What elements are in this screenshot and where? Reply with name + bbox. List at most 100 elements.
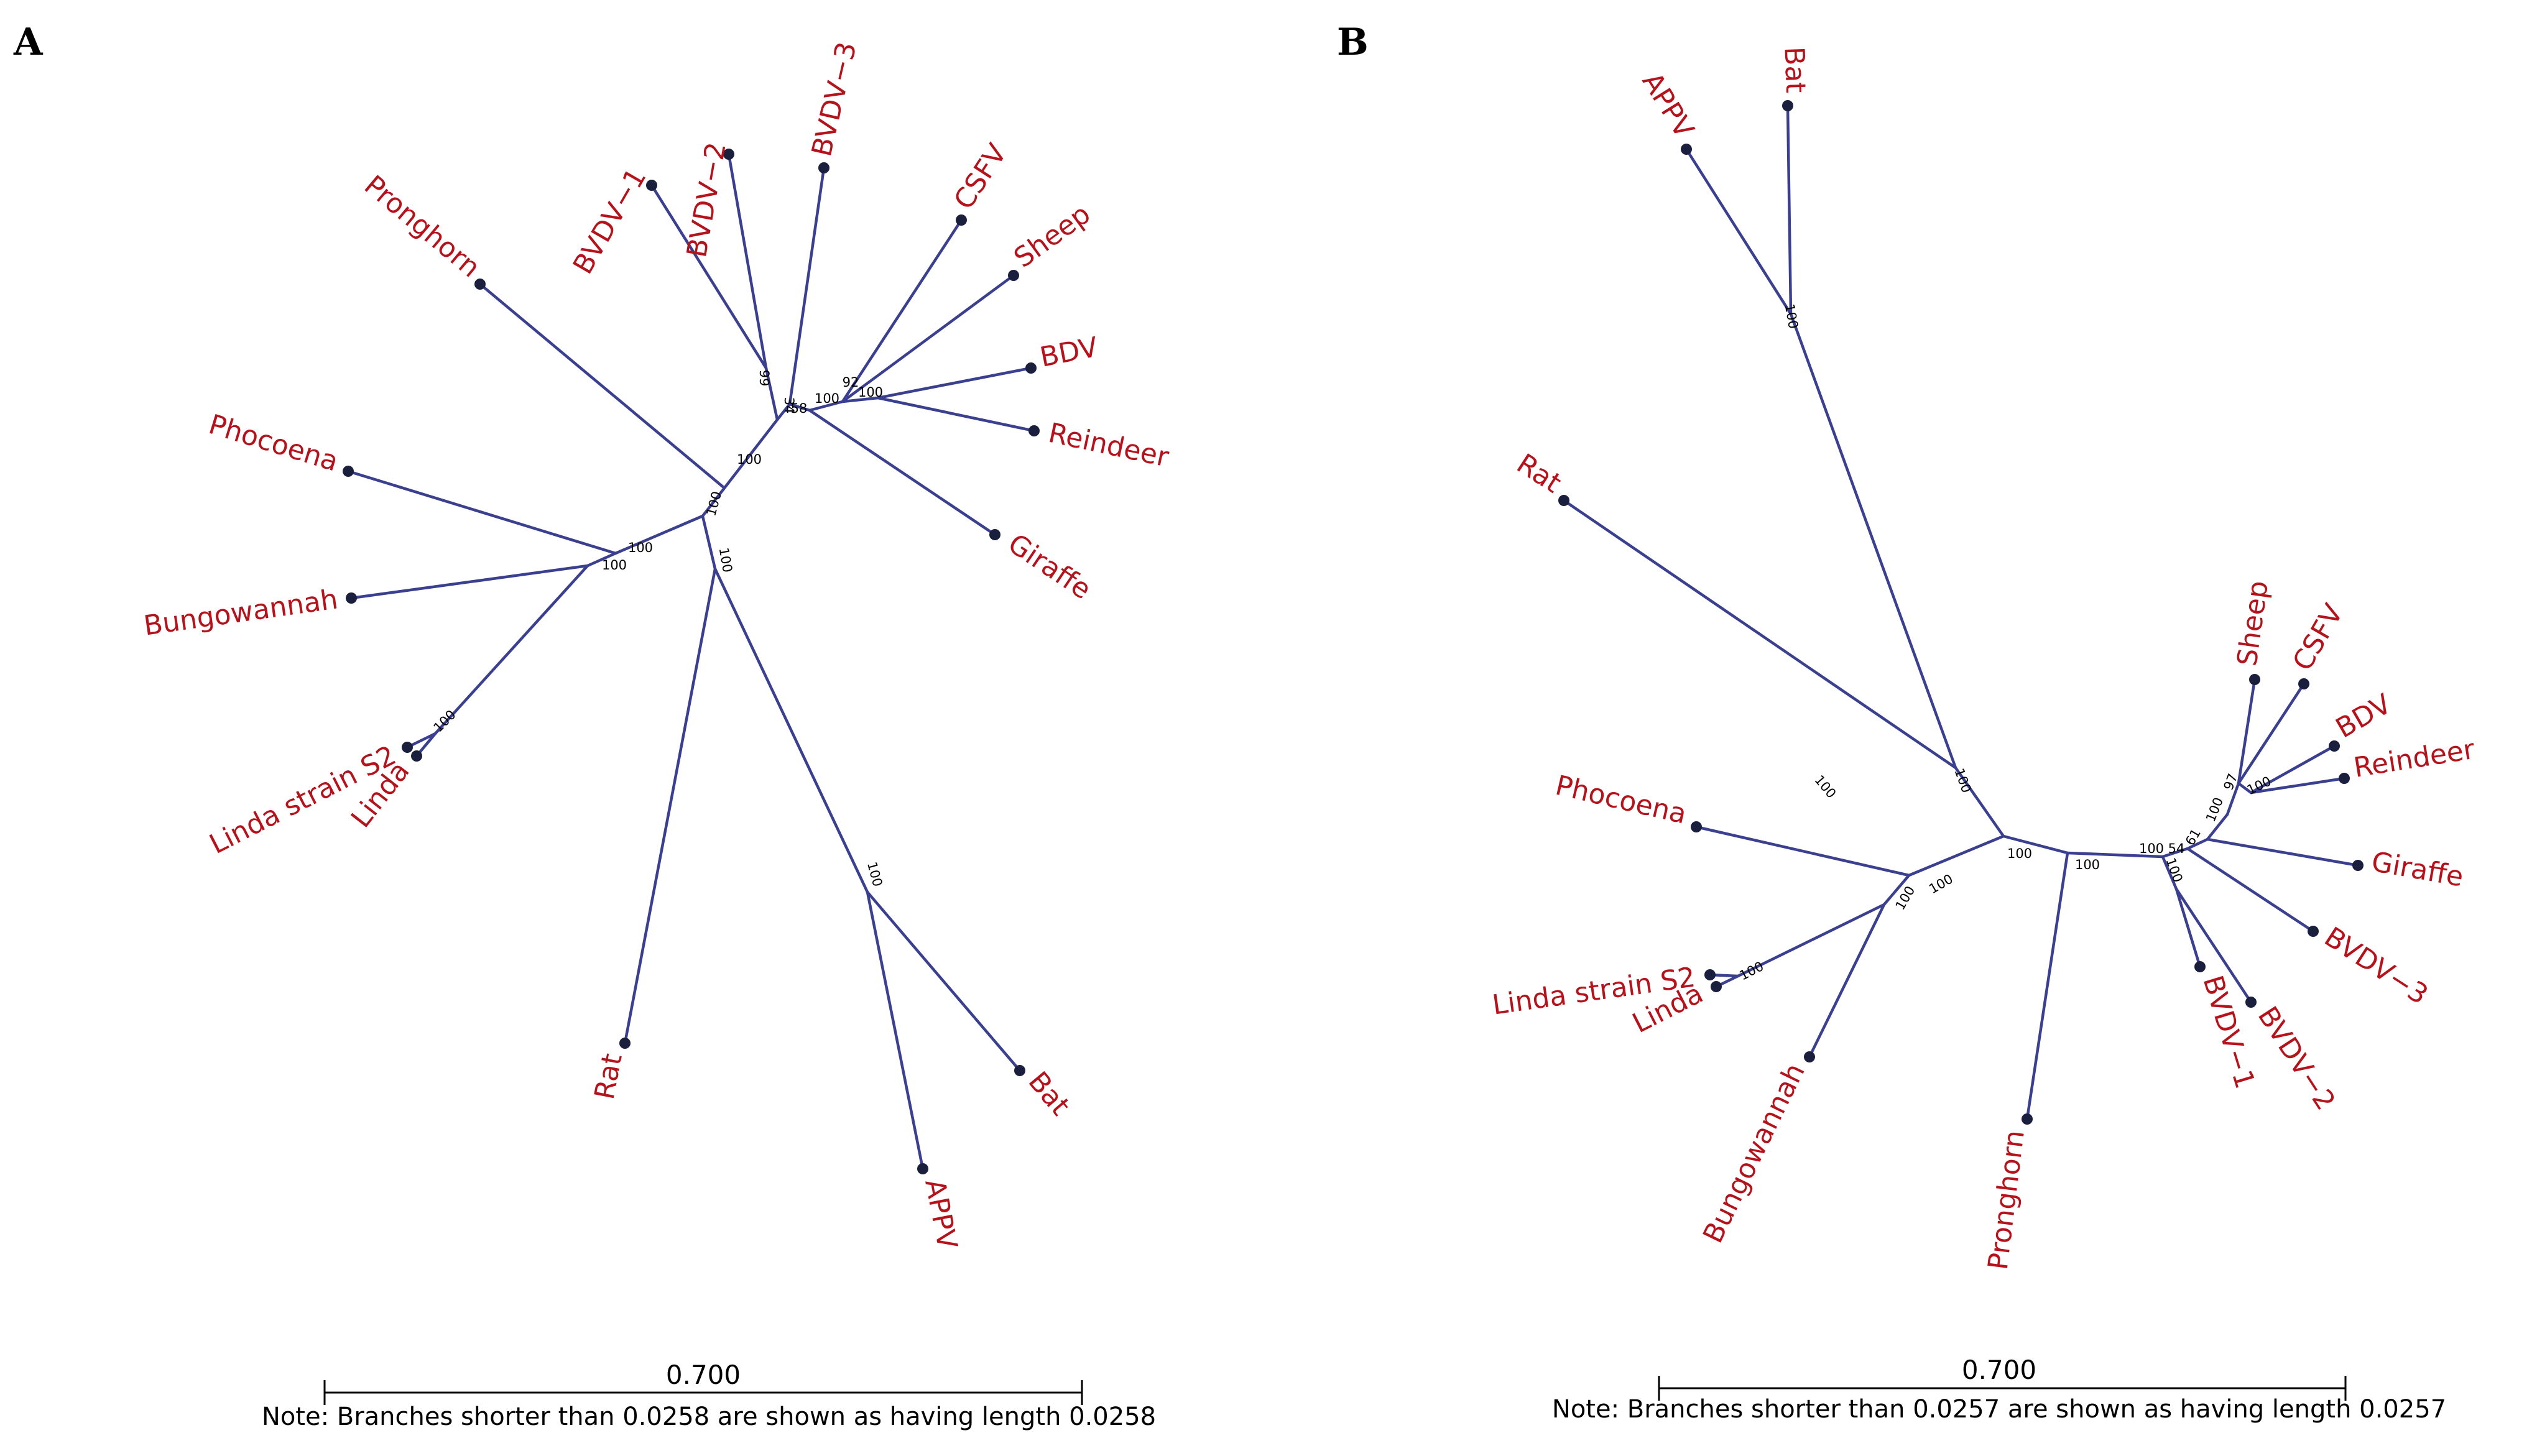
branch — [2174, 887, 2253, 1004]
taxon-label: Rat — [1511, 448, 1567, 499]
leaf-node — [646, 180, 657, 191]
branch — [876, 396, 1036, 433]
branch — [713, 567, 869, 894]
scale-bar — [323, 1380, 1083, 1405]
taxon-label: BVDV−3 — [806, 39, 863, 160]
branch — [701, 486, 726, 518]
support-value: 58 — [791, 401, 808, 416]
branch — [349, 564, 589, 600]
support-value: 100 — [815, 391, 839, 406]
taxon-label: BVDV−3 — [2319, 921, 2434, 1011]
support-value: 61 — [2183, 826, 2204, 848]
panel-b: B — [1337, 21, 2477, 1424]
branch — [866, 890, 1022, 1072]
taxon-label: Giraffe — [2369, 846, 2465, 893]
support-value: 100 — [1737, 959, 1767, 984]
leaf-node — [1008, 270, 1019, 281]
leaf-node — [2308, 926, 2319, 937]
branch — [808, 400, 844, 412]
leaf-node — [1558, 495, 1569, 506]
support-value: 100 — [1926, 872, 1956, 897]
leaf-node — [917, 1163, 928, 1174]
support-value: 99 — [757, 370, 772, 387]
leaf-node — [2352, 860, 2364, 871]
branch — [2186, 837, 2209, 850]
panel-b-taxon-labels: APPV Bat Rat Sheep CSFV BDV Reindeer Gir… — [1490, 46, 2477, 1271]
panel-a: A — [13, 21, 1172, 1431]
branch — [723, 418, 779, 490]
taxon-label: Reindeer — [2352, 734, 2477, 784]
branch — [727, 152, 768, 370]
branch — [764, 366, 779, 422]
leaf-node — [2245, 997, 2257, 1008]
branch — [1694, 825, 1911, 877]
taxon-label: Phocoena — [1553, 770, 1689, 831]
support-value: 100 — [602, 558, 627, 573]
branch — [2206, 837, 2360, 867]
leaf-node — [1782, 100, 1793, 111]
branch — [2174, 887, 2202, 969]
support-value: 100 — [2245, 773, 2273, 798]
panel-b-scale-bar: 0.700 Note: Branches shorter than 0.0257… — [1552, 1355, 2446, 1424]
taxon-label: BVDV−2 — [681, 140, 732, 260]
leaf-node — [619, 1038, 631, 1049]
panel-a-support-values: 99 34 58 100 92 100 100 100 100 100 100 … — [430, 370, 885, 888]
taxon-label: Bungowannah — [1697, 1058, 1811, 1248]
support-value: 100 — [628, 540, 653, 555]
branch — [876, 366, 1033, 400]
branch — [2249, 744, 2336, 795]
taxon-label: Bungowannah — [142, 583, 340, 642]
branch-length-note: Note: Branches shorter than 0.0258 are s… — [262, 1403, 1156, 1431]
support-value: 100 — [1893, 883, 1918, 913]
taxon-label: Pronghorn — [358, 169, 486, 283]
taxon-label: Reindeer — [1046, 417, 1172, 474]
branch — [2161, 847, 2189, 859]
leaf-node — [1681, 144, 1692, 155]
support-value: 100 — [737, 452, 762, 467]
leaf-node — [2298, 678, 2309, 689]
leaf-node — [411, 750, 422, 762]
support-value: 100 — [2007, 846, 2032, 861]
leaf-node — [1691, 821, 1702, 832]
support-value: 100 — [2075, 857, 2100, 872]
leaf-node — [2194, 961, 2206, 972]
taxon-label: APPV — [918, 1176, 963, 1251]
support-value: 54 — [2168, 841, 2185, 856]
support-value: 100 — [1782, 303, 1801, 330]
branch — [2237, 781, 2253, 795]
branch-length-note: Note: Branches shorter than 0.0257 are s… — [1552, 1395, 2446, 1424]
branch — [1684, 147, 1793, 316]
support-value: 92 — [843, 375, 859, 390]
branch — [788, 166, 826, 406]
support-value: 100 — [2163, 856, 2185, 885]
branch — [2002, 834, 2069, 855]
scale-bar-label: 0.700 — [666, 1360, 741, 1390]
panel-b-branches — [1562, 104, 2360, 1121]
panel-b-support-values: 100 100 100 100 100 54 61 100 97 100 100… — [1737, 303, 2274, 984]
taxon-label: APPV — [1636, 67, 1700, 144]
branch — [2025, 851, 2069, 1121]
leaf-node — [2339, 773, 2350, 784]
branch — [2161, 855, 2178, 891]
taxon-label: Bat — [1022, 1066, 1076, 1122]
branch — [2237, 682, 2306, 785]
branch — [1562, 499, 1957, 770]
panel-a-scale-bar: 0.700 Note: Branches shorter than 0.0258… — [262, 1360, 1156, 1431]
branch — [1789, 312, 1957, 770]
branch — [866, 890, 925, 1171]
scale-bar — [1658, 1376, 2347, 1401]
leaf-node — [1025, 362, 1037, 374]
support-value: 100 — [716, 546, 736, 574]
taxon-label: Bat — [1778, 46, 1811, 93]
branch — [614, 514, 705, 555]
leaf-node — [2022, 1113, 2033, 1125]
support-value: 100 — [864, 860, 885, 888]
support-value: 100 — [2139, 841, 2164, 856]
leaf-node — [1014, 1065, 1025, 1076]
taxon-label: BVDV−1 — [567, 163, 653, 279]
branch — [2249, 776, 2346, 795]
branch — [346, 469, 617, 555]
branch — [1736, 903, 1886, 978]
leaf-node — [1711, 981, 1722, 992]
branch — [2237, 678, 2257, 785]
